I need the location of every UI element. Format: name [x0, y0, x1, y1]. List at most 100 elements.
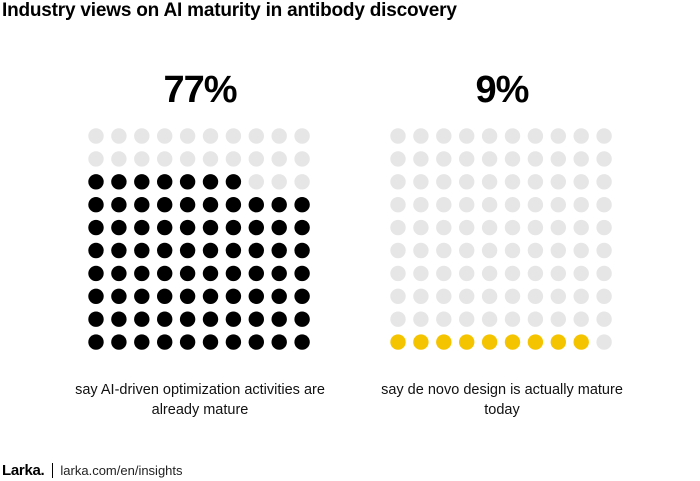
caption: say AI-driven optimization activities ar… — [75, 382, 325, 418]
waffle-dot-filled — [225, 242, 242, 259]
waffle-dot-empty — [504, 265, 521, 282]
waffle-dot-filled — [179, 242, 196, 259]
waffle-dot-filled — [527, 334, 544, 350]
waffle-dot-filled — [134, 219, 150, 236]
waffle-dot-filled — [294, 265, 310, 282]
waffle-dot-filled — [88, 288, 104, 304]
waffle-dot-filled — [202, 197, 219, 213]
waffle-dot-filled — [550, 334, 566, 350]
waffle-dot-empty — [573, 242, 589, 259]
waffle-dot-filled — [134, 197, 150, 213]
waffle-dot-empty — [134, 128, 150, 144]
waffle-dot-empty — [390, 265, 406, 282]
waffle-dot-empty — [413, 288, 429, 304]
waffle-dot-empty — [459, 128, 475, 144]
waffle-dot-filled — [179, 265, 196, 282]
waffle-dot-empty — [527, 219, 544, 236]
waffle-dot-filled — [157, 197, 173, 213]
waffle-dot-empty — [390, 128, 406, 144]
waffle-dot-filled — [271, 265, 287, 282]
waffle-dot-empty — [88, 128, 104, 144]
waffle-dot-filled — [88, 219, 104, 236]
waffle-dot-filled — [294, 197, 310, 213]
footer: Larka. larka.com/en/insights — [2, 462, 183, 479]
waffle-dot-filled — [271, 288, 287, 304]
waffle-dot-empty — [88, 151, 104, 167]
waffle-dot-empty — [504, 174, 521, 190]
waffle-dot-filled — [436, 334, 452, 350]
waffle-dot-empty — [413, 265, 429, 282]
source-link[interactable]: larka.com/en/insights — [60, 462, 183, 478]
waffle-dot-empty — [481, 174, 498, 190]
waffle-grid — [390, 128, 612, 350]
waffle-dot-empty — [527, 288, 544, 304]
waffle-dot-filled — [134, 288, 150, 304]
waffle-dot-empty — [294, 174, 310, 190]
waffle-dot-empty — [179, 128, 196, 144]
waffle-dot-empty — [504, 151, 521, 167]
waffle-dot-filled — [179, 197, 196, 213]
waffle-dot-empty — [527, 151, 544, 167]
waffle-dot-filled — [111, 334, 127, 350]
waffle-dot-filled — [202, 288, 219, 304]
waffle-dot-empty — [459, 151, 475, 167]
waffle-dot-empty — [111, 151, 127, 167]
waffle-dot-filled — [157, 265, 173, 282]
waffle-dot-empty — [390, 219, 406, 236]
waffle-dot-empty — [436, 197, 452, 213]
waffle-dot-empty — [573, 265, 589, 282]
waffle-dot-empty — [271, 151, 287, 167]
waffle-dot-filled — [248, 311, 264, 327]
waffle-dot-empty — [596, 242, 612, 259]
waffle-dot-filled — [248, 242, 264, 259]
waffle-dot-filled — [294, 242, 310, 259]
waffle-dot-filled — [225, 219, 242, 236]
waffle-dot-empty — [573, 219, 589, 236]
waffle-dot-empty — [481, 128, 498, 144]
waffle-dot-filled — [294, 219, 310, 236]
waffle-dot-empty — [436, 242, 452, 259]
waffle-dot-filled — [134, 174, 150, 190]
waffle-dot-empty — [390, 151, 406, 167]
waffle-dot-filled — [248, 219, 264, 236]
waffle-dot-empty — [504, 219, 521, 236]
waffle-dot-filled — [88, 242, 104, 259]
waffle-dot-filled — [294, 311, 310, 327]
waffle-dot-filled — [271, 219, 287, 236]
waffle-dot-filled — [88, 311, 104, 327]
waffle-dot-filled — [271, 311, 287, 327]
waffle-dot-filled — [157, 174, 173, 190]
waffle-dot-filled — [225, 334, 242, 350]
waffle-dot-filled — [179, 288, 196, 304]
waffle-dot-empty — [157, 128, 173, 144]
waffle-dot-empty — [527, 174, 544, 190]
waffle-dot-empty — [596, 128, 612, 144]
waffle-dot-empty — [504, 288, 521, 304]
waffle-dot-empty — [436, 128, 452, 144]
waffle-dot-empty — [481, 242, 498, 259]
waffle-dot-empty — [390, 174, 406, 190]
waffle-dot-filled — [225, 197, 242, 213]
waffle-dot-empty — [413, 174, 429, 190]
waffle-dot-empty — [573, 174, 589, 190]
waffle-dot-filled — [202, 242, 219, 259]
waffle-dot-filled — [202, 174, 219, 190]
waffle-dot-empty — [271, 128, 287, 144]
waffle-dot-empty — [157, 151, 173, 167]
waffle-dot-empty — [527, 242, 544, 259]
waffle-dot-filled — [413, 334, 429, 350]
waffle-dot-empty — [573, 311, 589, 327]
percent-label: 77% — [163, 69, 237, 111]
waffle-dot-empty — [550, 265, 566, 282]
waffle-dot-filled — [573, 334, 589, 350]
waffle-dot-filled — [202, 219, 219, 236]
waffle-dot-filled — [481, 334, 498, 350]
waffle-dot-empty — [436, 265, 452, 282]
waffle-dot-filled — [179, 174, 196, 190]
waffle-dot-empty — [550, 219, 566, 236]
caption: say de novo design is actually mature to… — [381, 382, 623, 418]
waffle-dot-empty — [527, 265, 544, 282]
waffle-dot-filled — [271, 334, 287, 350]
waffle-dot-empty — [550, 311, 566, 327]
waffle-dot-filled — [179, 219, 196, 236]
